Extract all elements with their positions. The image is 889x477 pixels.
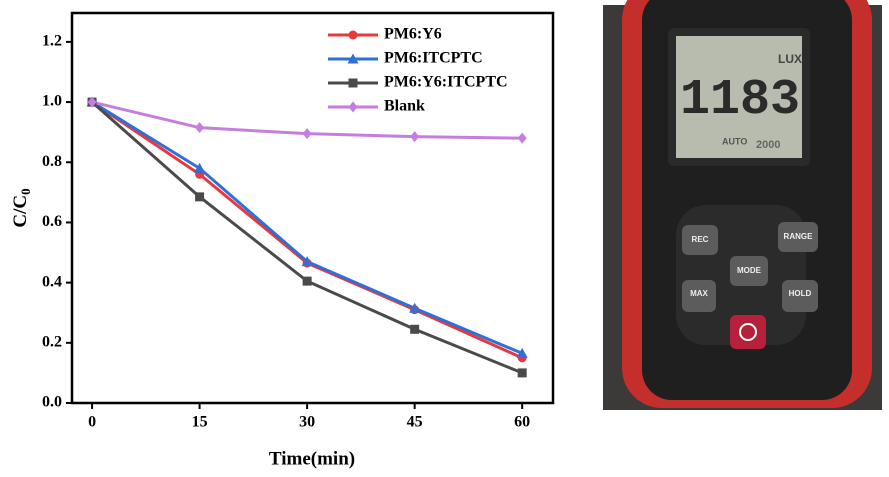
button [730,256,768,286]
y-axis-label-sub: 0 [18,188,33,195]
lcd-reading: 1183 [680,72,800,129]
button-label: MODE [737,266,762,275]
y-tick-label: 1.0 [42,93,62,110]
power-button [730,315,766,349]
button [682,225,718,255]
marker [410,324,420,334]
y-tick-label: 0.6 [42,213,62,230]
legend-label: PM6:Y6 [384,26,442,43]
legend-label: PM6:Y6:ITCPTC [384,74,508,91]
plot-frame [70,11,555,405]
button-label: REC [692,235,709,244]
marker [302,276,312,286]
y-axis-label: C/C0 [10,188,33,227]
power-icon [739,323,757,341]
button [782,280,818,312]
marker [194,162,206,173]
legend-marker [348,30,358,40]
button-label: RANGE [784,232,814,241]
chart: 0.0 0.2 0.4 0.6 0.8 1.0 1.2 0 15 30 45 60 PM6:Y6 PM6:… [42,11,555,431]
legend-marker [348,101,358,113]
series-line [91,100,523,355]
marker [87,96,97,108]
marker [195,122,205,134]
x-tick-label: 60 [514,414,530,431]
legend-label: Blank [384,98,425,115]
y-tick-label: 0.8 [42,153,62,170]
legend-marker [348,78,358,88]
marker [409,302,421,313]
button-label: MAX [690,289,708,298]
y-tick-label: 0.2 [42,333,62,350]
x-tick-label: 15 [192,414,208,431]
marker [302,128,312,140]
x-tick-label: 45 [407,414,423,431]
marker [517,368,527,378]
lcd-range: 2000 [756,139,780,151]
button [778,222,818,252]
y-tick-label: 1.2 [42,33,62,50]
marker [301,256,313,267]
y-axis-label-main: C/C [10,195,31,228]
y-tick-label: 0.0 [42,394,62,411]
lcd-mode: AUTO [722,136,747,146]
button-label: HOLD [789,289,812,298]
photo: LUX 1183 AUTO 2000 REC RANGE MODE MAX HO… [603,0,882,410]
y-tick-label: 0.4 [42,273,62,290]
x-tick-label: 30 [299,414,315,431]
marker [410,131,420,143]
legend-marker [347,53,359,64]
marker [195,192,205,202]
x-axis-label: Time(min) [269,448,355,469]
x-tick-label: 0 [88,414,96,431]
lcd [676,36,802,158]
marker [517,132,527,144]
lcd-unit: LUX [778,52,802,66]
button [682,280,716,312]
legend-label: PM6:ITCPTC [384,50,483,67]
marker [516,347,528,358]
